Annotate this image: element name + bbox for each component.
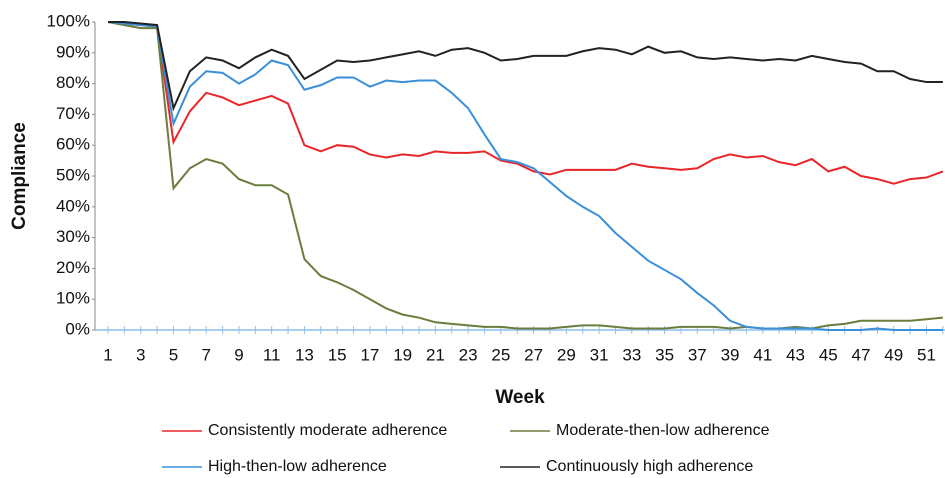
x-tick-label: 43 [786,345,805,364]
y-tick-label: 50% [56,165,90,184]
series-line [107,21,944,185]
y-tick-label: 20% [56,258,90,277]
x-tick-label: 23 [459,345,478,364]
y-tick-label: 0% [65,319,90,338]
x-tick-label: 15 [328,345,347,364]
series-line [107,21,943,330]
y-tick-label: 90% [56,42,90,61]
x-tick-label: 17 [360,345,379,364]
x-tick-label: 31 [590,345,609,364]
x-tick-label: 5 [169,345,178,364]
y-tick-label: 70% [56,104,90,123]
x-tick-label: 1 [103,345,112,364]
y-tick-label: 60% [56,135,90,154]
x-tick-label: 25 [491,345,510,364]
x-tick-label: 51 [917,345,936,364]
x-tick-label: 41 [753,345,772,364]
x-tick-label: 45 [819,345,838,364]
x-tick-label: 33 [622,345,641,364]
x-tick-label: 19 [393,345,412,364]
y-tick-label: 40% [56,196,90,215]
legend-text: High-then-low adherence [208,458,387,475]
x-tick-label: 11 [263,345,281,364]
x-tick-label: 29 [557,345,576,364]
x-axis-title: Week [495,387,545,408]
legend-text: Moderate-then-low adherence [556,422,770,439]
x-tick-label: 35 [655,345,674,364]
x-tick-label: 3 [136,345,145,364]
y-axis-title: Compliance [9,122,30,230]
x-tick-label: 21 [426,345,445,364]
y-tick-label: 100% [47,11,90,30]
x-tick-label: 47 [852,345,871,364]
x-tick-label: 37 [688,345,707,364]
series-line [108,21,943,112]
legend-text: Continuously high adherence [546,458,753,475]
x-tick-label: 9 [234,345,243,364]
y-tick-label: 10% [56,289,90,308]
x-tick-label: 7 [201,345,210,364]
y-tick-label: 30% [56,227,90,246]
y-tick-label: 80% [56,73,90,92]
legend-text: Consistently moderate adherence [208,422,447,439]
x-tick-label: 27 [524,345,543,364]
x-tick-label: 49 [884,345,903,364]
x-tick-label: 13 [295,345,314,364]
series-line [107,21,943,331]
x-tick-label: 39 [721,345,740,364]
